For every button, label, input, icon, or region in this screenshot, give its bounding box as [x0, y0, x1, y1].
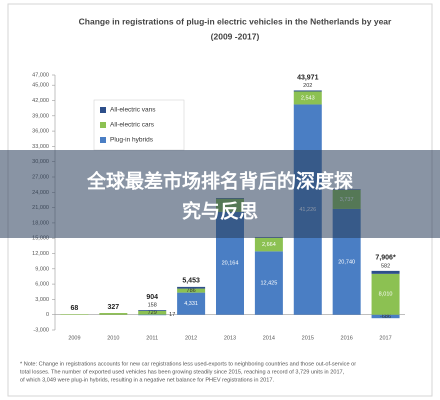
x-tick-label: 2009 — [68, 335, 80, 341]
total-label: 68 — [71, 305, 79, 312]
y-tick-label: 12,000 — [32, 251, 49, 257]
y-tick-label: 47,000 — [32, 72, 49, 78]
legend-label: All-electric cars — [110, 122, 155, 129]
bar-segment — [371, 270, 400, 274]
value-label: 4,331 — [184, 301, 198, 307]
x-tick-label: 2017 — [379, 335, 391, 341]
total-label: 43,971 — [297, 74, 319, 81]
x-tick-label: 2016 — [341, 335, 353, 341]
value-label: 158 — [148, 303, 157, 309]
y-tick-label: 9,000 — [35, 266, 49, 272]
bar-segment — [177, 292, 206, 315]
bar-segment — [293, 91, 322, 105]
footnote: total losses. The number of exported use… — [20, 369, 345, 375]
footnote: * Note: Change in registrations accounts… — [20, 361, 356, 367]
value-label: 786 — [187, 288, 196, 294]
total-label: 327 — [107, 304, 119, 311]
legend-label: Plug-in hybrids — [110, 137, 154, 144]
x-tick-label: 2012 — [185, 335, 197, 341]
bar-segment — [371, 273, 400, 315]
legend-swatch — [100, 137, 106, 143]
y-tick-label: -3,000 — [33, 327, 49, 333]
bar-segment — [371, 314, 400, 319]
x-tick-label: 2011 — [146, 335, 158, 341]
y-tick-label: 39,000 — [32, 113, 49, 119]
bar-segment — [138, 310, 167, 311]
chart-title: Change in registrations of plug-in elect… — [79, 16, 392, 26]
value-label: -686 — [380, 314, 391, 320]
bar-segment — [293, 90, 322, 92]
y-tick-label: 6,000 — [35, 282, 49, 288]
chart-subtitle: (2009 -2017) — [211, 31, 260, 41]
bar-segment — [177, 286, 206, 289]
footnote: of which 3,049 were plug-in hybrids, res… — [20, 377, 274, 383]
x-tick-label: 2013 — [224, 335, 236, 341]
bar-segment — [254, 237, 283, 252]
value-label: 202 — [303, 83, 312, 89]
value-label: 582 — [381, 263, 390, 269]
bar-segment — [138, 310, 167, 315]
y-tick-label: 33,000 — [32, 144, 49, 150]
bar-segment — [138, 314, 167, 316]
value-label: 12,425 — [260, 280, 277, 286]
x-tick-label: 2010 — [107, 335, 119, 341]
y-tick-label: 0 — [46, 312, 49, 318]
legend-swatch — [100, 107, 106, 113]
y-tick-label: 3,000 — [35, 297, 49, 303]
value-label: 2,543 — [301, 95, 315, 101]
overlay-headline: 全球最差市场排名背后的深度探 — [86, 170, 353, 193]
bar-segment — [254, 251, 283, 315]
value-label: 729 — [148, 310, 157, 316]
bar-segment — [60, 314, 89, 315]
total-label: 7,906* — [375, 255, 396, 262]
legend-box — [93, 99, 185, 151]
x-tick-label: 2015 — [302, 335, 314, 341]
value-label: 8,010 — [379, 292, 393, 298]
value-label: 17 — [169, 312, 175, 318]
y-tick-label: 15,000 — [32, 236, 49, 242]
bar-segment — [99, 313, 128, 315]
overlay-headline: 究与反思 — [182, 200, 258, 223]
value-label: 20,164 — [222, 261, 239, 267]
y-tick-label: 45,000 — [32, 83, 49, 89]
total-label: 904 — [146, 294, 158, 301]
legend-label: All-electric vans — [110, 107, 156, 114]
y-tick-label: 42,000 — [32, 98, 49, 104]
x-tick-label: 2014 — [263, 335, 275, 341]
bar-segment — [177, 288, 206, 293]
value-label: 2,664 — [262, 242, 276, 248]
legend-swatch — [100, 122, 106, 128]
overlay-banner — [0, 150, 440, 238]
total-label: 5,453 — [182, 278, 200, 285]
value-label: 20,740 — [338, 259, 355, 265]
y-tick-label: 36,000 — [32, 129, 49, 135]
